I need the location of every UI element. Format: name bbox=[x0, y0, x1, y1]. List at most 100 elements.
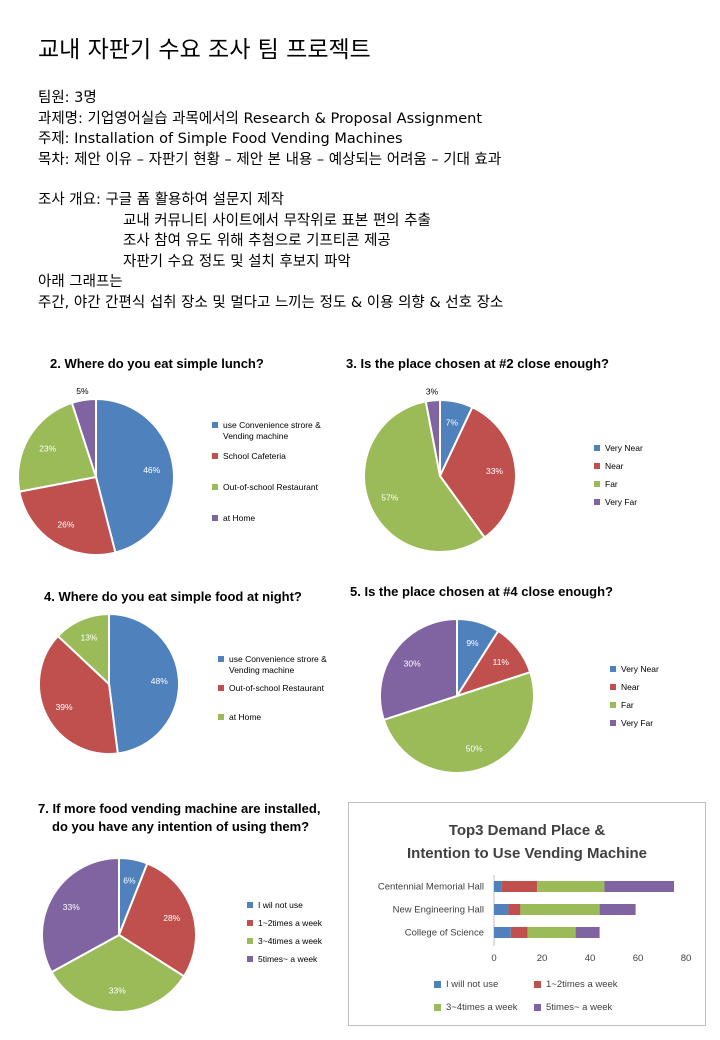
legend-item-5times-a-week: 5times~ a week bbox=[534, 1002, 612, 1013]
legend-swatch bbox=[247, 902, 253, 908]
survey-incentive: 조사 참여 유도 위해 추첨으로 기프티콘 제공 bbox=[123, 233, 391, 249]
legend-item-near: Near bbox=[610, 682, 639, 693]
legend-label: 5times~ a week bbox=[258, 954, 318, 964]
pie-data-label: 57% bbox=[381, 493, 398, 503]
pie-chart-lunch-distance: 7% 33% 57% 3% bbox=[363, 386, 517, 553]
bar-new-engineering-hall-i-will-not-use bbox=[494, 904, 509, 915]
legend-swatch bbox=[247, 956, 253, 962]
pie-data-label: 39% bbox=[56, 702, 73, 712]
legend-item-5times-a-week: 5times~ a week bbox=[247, 954, 317, 965]
legend-label: Very Near bbox=[621, 664, 659, 674]
legend-label: at Home bbox=[229, 712, 262, 722]
pie-slice-far bbox=[363, 400, 487, 553]
pie-slice-1-2times-a-week bbox=[117, 862, 197, 978]
pie-data-label: 26% bbox=[57, 519, 74, 529]
pie-data-label: 9% bbox=[466, 638, 479, 648]
pie-chart-night-distance: 9% 11% 50% 30% bbox=[379, 617, 535, 774]
legend-item-out-of-school-restaurant: Out-of-school Restaurant bbox=[218, 683, 324, 694]
legend-label: Very Far bbox=[621, 718, 654, 728]
survey-sampling: 교내 커뮤니티 사이트에서 무작위로 표본 편의 추출 bbox=[123, 212, 431, 229]
pie-slice-5times-a-week bbox=[41, 856, 120, 974]
pie-slice-school-cafeteria bbox=[18, 475, 117, 556]
bar-centennial-memorial-hall-i-will-not-use bbox=[494, 881, 502, 892]
legend-label: School Cafeteria bbox=[223, 451, 286, 461]
pie-slice-very-far bbox=[424, 398, 441, 477]
pie-data-label: 50% bbox=[466, 744, 483, 754]
legend-item-far: Far bbox=[610, 700, 634, 711]
pie-data-label: 33% bbox=[486, 466, 503, 476]
legend-item-3-4times-a-week: 3~4times a week bbox=[247, 936, 322, 947]
project-info: 팀원: 3명 과제명: 기업영어실습 과목에서의 Research & Prop… bbox=[38, 88, 503, 313]
legend-swatch bbox=[534, 981, 541, 988]
legend-swatch bbox=[610, 720, 616, 726]
legend-label: Near bbox=[605, 461, 624, 471]
legend-label: use Convenience strore & Vending machine bbox=[223, 420, 321, 441]
stacked-bar-chart-demand-place: Top3 Demand Place & Intention to Use Ven… bbox=[348, 802, 706, 1026]
pie-slice-at-home bbox=[56, 612, 110, 687]
pie-data-label: 5% bbox=[76, 386, 89, 396]
legend-label: Out-of-school Restaurant bbox=[223, 482, 318, 492]
legend-swatch bbox=[610, 666, 616, 672]
bar-college-of-science-5times-a-week bbox=[575, 927, 600, 938]
legend-item-very-far: Very Far bbox=[594, 497, 637, 508]
legend-swatch bbox=[247, 920, 253, 926]
bar-new-engineering-hall-1-2times-a-week bbox=[508, 904, 521, 915]
legend-item-near: Near bbox=[594, 461, 623, 472]
legend-item-use-convenience-strore-vending-machine: use Convenience strore & Vending machine bbox=[212, 420, 333, 442]
legend-label: 3~4times a week bbox=[446, 1002, 518, 1013]
legend-item-i-will-not-use: I will not use bbox=[434, 979, 498, 990]
bar-new-engineering-hall-3-4times-a-week bbox=[520, 904, 600, 915]
chart-title-night-place: 4. Where do you eat simple food at night… bbox=[44, 589, 302, 604]
legend-label: I will not use bbox=[446, 979, 499, 990]
bar-chart-title-line-1: Top3 Demand Place & bbox=[448, 822, 606, 839]
legend-label: 3~4times a week bbox=[258, 936, 323, 946]
bar-college-of-science-i-will-not-use bbox=[494, 927, 511, 938]
pie-data-label: 13% bbox=[80, 633, 97, 643]
legend-label: 5times~ a week bbox=[546, 1002, 613, 1013]
bar-centennial-memorial-hall-1-2times-a-week bbox=[501, 881, 538, 892]
legend-item-very-far: Very Far bbox=[610, 718, 653, 729]
legend-item-school-cafeteria: School Cafeteria bbox=[212, 451, 286, 462]
pie-slice-use-convenience-strore-vending-machine bbox=[108, 612, 180, 755]
legend-item-at-home: at Home bbox=[212, 513, 255, 524]
chart-title-lunch-distance: 3. Is the place chosen at #2 close enoug… bbox=[346, 356, 609, 371]
x-tick-label: 20 bbox=[537, 953, 548, 964]
pie-data-label: 33% bbox=[109, 985, 126, 995]
pie-slice-very-far bbox=[379, 617, 458, 722]
pie-data-label: 46% bbox=[143, 465, 160, 475]
legend-label: Far bbox=[605, 479, 618, 489]
bar-college-of-science-3-4times-a-week bbox=[527, 927, 576, 938]
survey-overview: 조사 개요: 구글 폼 활용하여 설문지 제작 bbox=[38, 192, 284, 208]
bar-centennial-memorial-hall-5times-a-week bbox=[604, 881, 674, 892]
legend-item-1-2times-a-week: 1~2times a week bbox=[247, 918, 322, 929]
legend-swatch bbox=[594, 463, 600, 469]
legend-swatch bbox=[247, 938, 253, 944]
chart-title-night-distance: 5. Is the place chosen at #4 close enoug… bbox=[350, 584, 613, 599]
legend-item-very-near: Very Near bbox=[610, 664, 659, 675]
pie-chart-night-place: 48% 39% 13% bbox=[38, 612, 180, 755]
legend-item-very-near: Very Near bbox=[594, 443, 643, 454]
legend-item-far: Far bbox=[594, 479, 618, 490]
pie-slice-far bbox=[382, 670, 535, 774]
legend-label: Very Far bbox=[605, 497, 638, 507]
pie-slice-out-of-school-restaurant bbox=[17, 401, 98, 493]
legend-swatch bbox=[610, 684, 616, 690]
legend-swatch bbox=[594, 481, 600, 487]
legend-swatch bbox=[434, 981, 441, 988]
legend-swatch bbox=[218, 685, 224, 691]
legend-swatch bbox=[218, 714, 224, 720]
legend-label: Out-of-school Restaurant bbox=[229, 683, 324, 693]
legend-swatch bbox=[212, 484, 218, 490]
legend-label: at Home bbox=[223, 513, 256, 523]
chart-title-usage-intention: 7. If more food vending machine are inst… bbox=[38, 800, 320, 836]
legend-swatch bbox=[594, 499, 600, 505]
bar-centennial-memorial-hall-3-4times-a-week bbox=[537, 881, 605, 892]
table-of-contents: 목차: 제안 이유 – 자판기 현황 – 제안 본 내용 – 예상되는 어려움 … bbox=[38, 151, 502, 168]
legend-label: 1~2times a week bbox=[258, 918, 323, 928]
team-members: 팀원: 3명 bbox=[38, 90, 97, 106]
legend-item-use-convenience-strore-vending-machine: use Convenience strore & Vending machine bbox=[218, 654, 339, 676]
legend-swatch bbox=[212, 422, 218, 428]
pie-slice-at-home bbox=[70, 397, 97, 478]
category-label-college-of-science: College of Science bbox=[405, 928, 484, 939]
pie-data-label: 6% bbox=[123, 876, 136, 886]
